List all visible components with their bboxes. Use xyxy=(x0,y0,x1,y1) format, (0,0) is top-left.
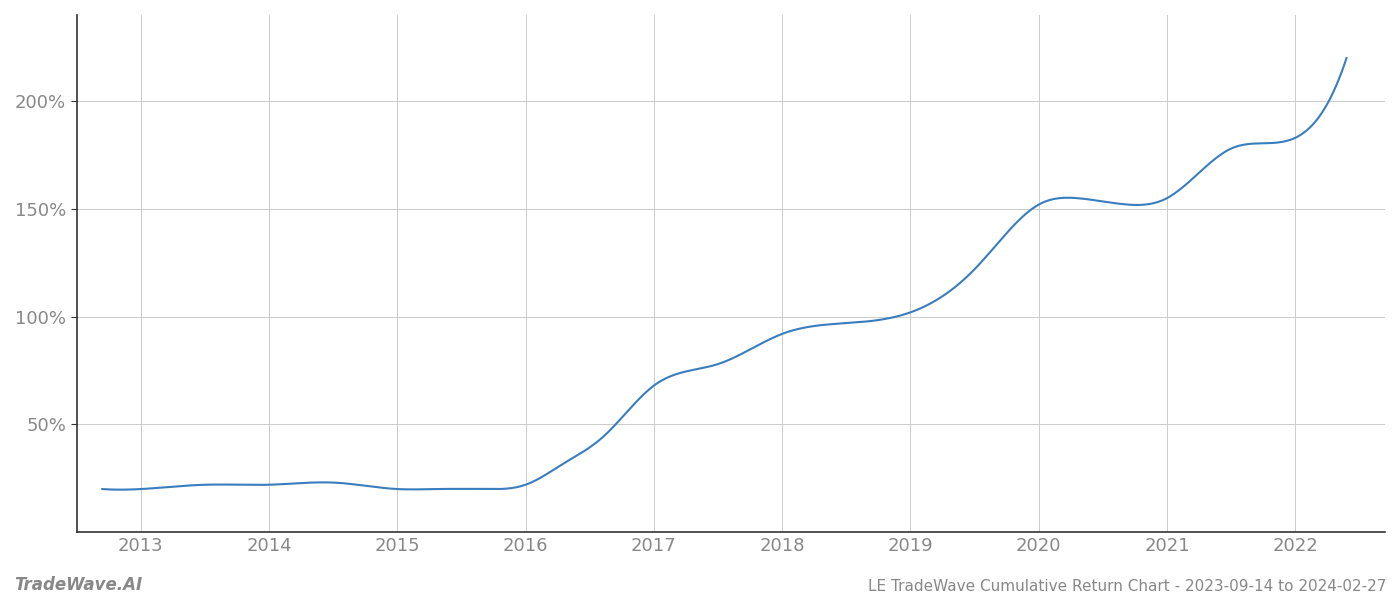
Text: TradeWave.AI: TradeWave.AI xyxy=(14,576,143,594)
Text: LE TradeWave Cumulative Return Chart - 2023-09-14 to 2024-02-27: LE TradeWave Cumulative Return Chart - 2… xyxy=(868,579,1386,594)
